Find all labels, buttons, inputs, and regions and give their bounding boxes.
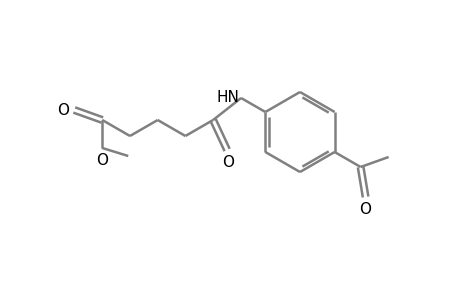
Text: HN: HN [216, 89, 239, 104]
Text: O: O [57, 103, 69, 118]
Text: O: O [96, 153, 108, 168]
Text: O: O [359, 202, 371, 217]
Text: O: O [222, 155, 234, 170]
